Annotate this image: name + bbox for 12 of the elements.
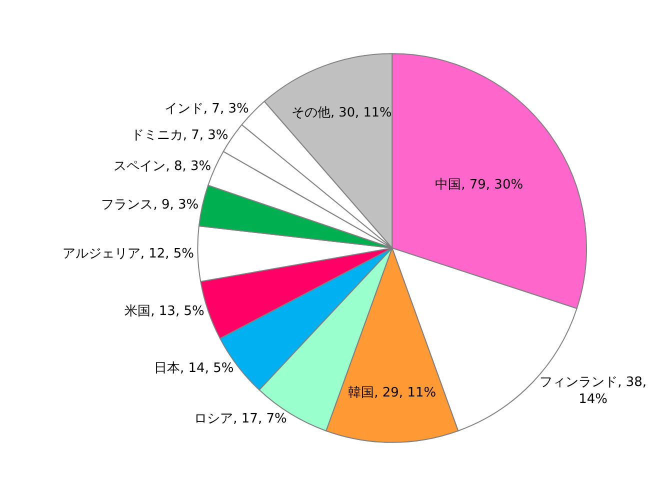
slice-label: 米国, 13, 5% bbox=[124, 304, 204, 319]
slice-label: インド, 7, 3% bbox=[164, 101, 249, 116]
slice-label: ドミニカ, 7, 3% bbox=[130, 128, 228, 143]
slice-label: スペイン, 8, 3% bbox=[114, 159, 212, 174]
slice-label: 韓国, 29, 11% bbox=[348, 386, 436, 401]
slice-label: フランス, 9, 3% bbox=[101, 198, 199, 213]
slice-label: ロシア, 17, 7% bbox=[194, 412, 287, 427]
slice-label: 中国, 79, 30% bbox=[435, 177, 524, 192]
slice-label: 日本, 14, 5% bbox=[154, 361, 234, 376]
slice-label: フィンランド, 38, 14% bbox=[540, 375, 647, 408]
slice-label: アルジェリア, 12, 5% bbox=[62, 246, 194, 262]
slice-label: その他, 30, 11% bbox=[292, 106, 392, 121]
